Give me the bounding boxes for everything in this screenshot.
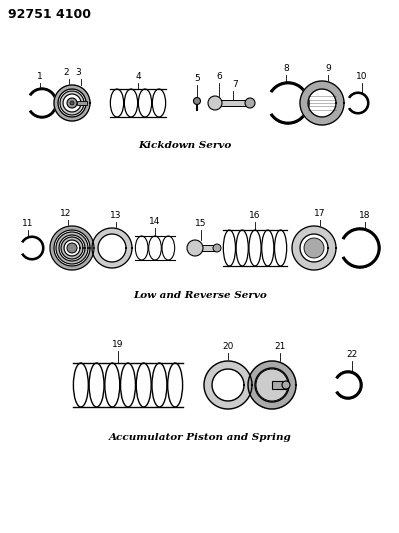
Text: 8: 8 — [283, 64, 289, 73]
Text: 4: 4 — [135, 72, 141, 81]
Text: 15: 15 — [195, 219, 207, 228]
Text: 92751 4100: 92751 4100 — [8, 8, 91, 21]
Circle shape — [208, 96, 222, 110]
Text: 13: 13 — [110, 211, 122, 220]
Text: 7: 7 — [232, 80, 238, 89]
Text: 21: 21 — [275, 342, 286, 351]
Text: 5: 5 — [194, 74, 200, 83]
Polygon shape — [61, 237, 83, 259]
Polygon shape — [300, 81, 344, 125]
Text: 17: 17 — [314, 209, 326, 218]
Polygon shape — [50, 226, 94, 270]
Text: Low and Reverse Servo: Low and Reverse Servo — [133, 292, 267, 301]
Text: 16: 16 — [249, 211, 261, 220]
Text: 11: 11 — [22, 219, 34, 228]
Text: 3: 3 — [75, 68, 81, 77]
Circle shape — [304, 238, 324, 258]
Polygon shape — [60, 91, 84, 115]
Circle shape — [67, 243, 77, 253]
Text: 18: 18 — [359, 211, 371, 220]
Polygon shape — [54, 85, 90, 121]
Circle shape — [282, 381, 290, 389]
Circle shape — [245, 98, 255, 108]
Circle shape — [67, 98, 77, 108]
Text: 10: 10 — [356, 72, 368, 81]
Text: 22: 22 — [346, 350, 358, 359]
Text: Accumulator Piston and Spring: Accumulator Piston and Spring — [109, 432, 291, 441]
Text: 19: 19 — [112, 340, 124, 349]
Text: 1: 1 — [37, 72, 43, 81]
Text: 2: 2 — [63, 68, 69, 77]
Polygon shape — [204, 361, 252, 409]
Text: 9: 9 — [325, 64, 331, 73]
Circle shape — [187, 240, 203, 256]
Text: Kickdown Servo: Kickdown Servo — [138, 141, 232, 149]
Bar — [272, 381, 286, 389]
Text: 14: 14 — [149, 217, 161, 226]
Circle shape — [256, 369, 288, 401]
Text: 20: 20 — [222, 342, 234, 351]
Polygon shape — [56, 232, 88, 264]
Polygon shape — [92, 228, 132, 268]
Bar — [215, 100, 250, 106]
Circle shape — [213, 244, 221, 252]
Bar — [77, 101, 87, 105]
Text: 12: 12 — [60, 209, 72, 218]
Bar — [195, 245, 217, 251]
Text: 6: 6 — [216, 72, 222, 81]
Circle shape — [194, 98, 201, 104]
Circle shape — [70, 101, 74, 105]
Polygon shape — [292, 226, 336, 270]
Polygon shape — [248, 361, 296, 409]
